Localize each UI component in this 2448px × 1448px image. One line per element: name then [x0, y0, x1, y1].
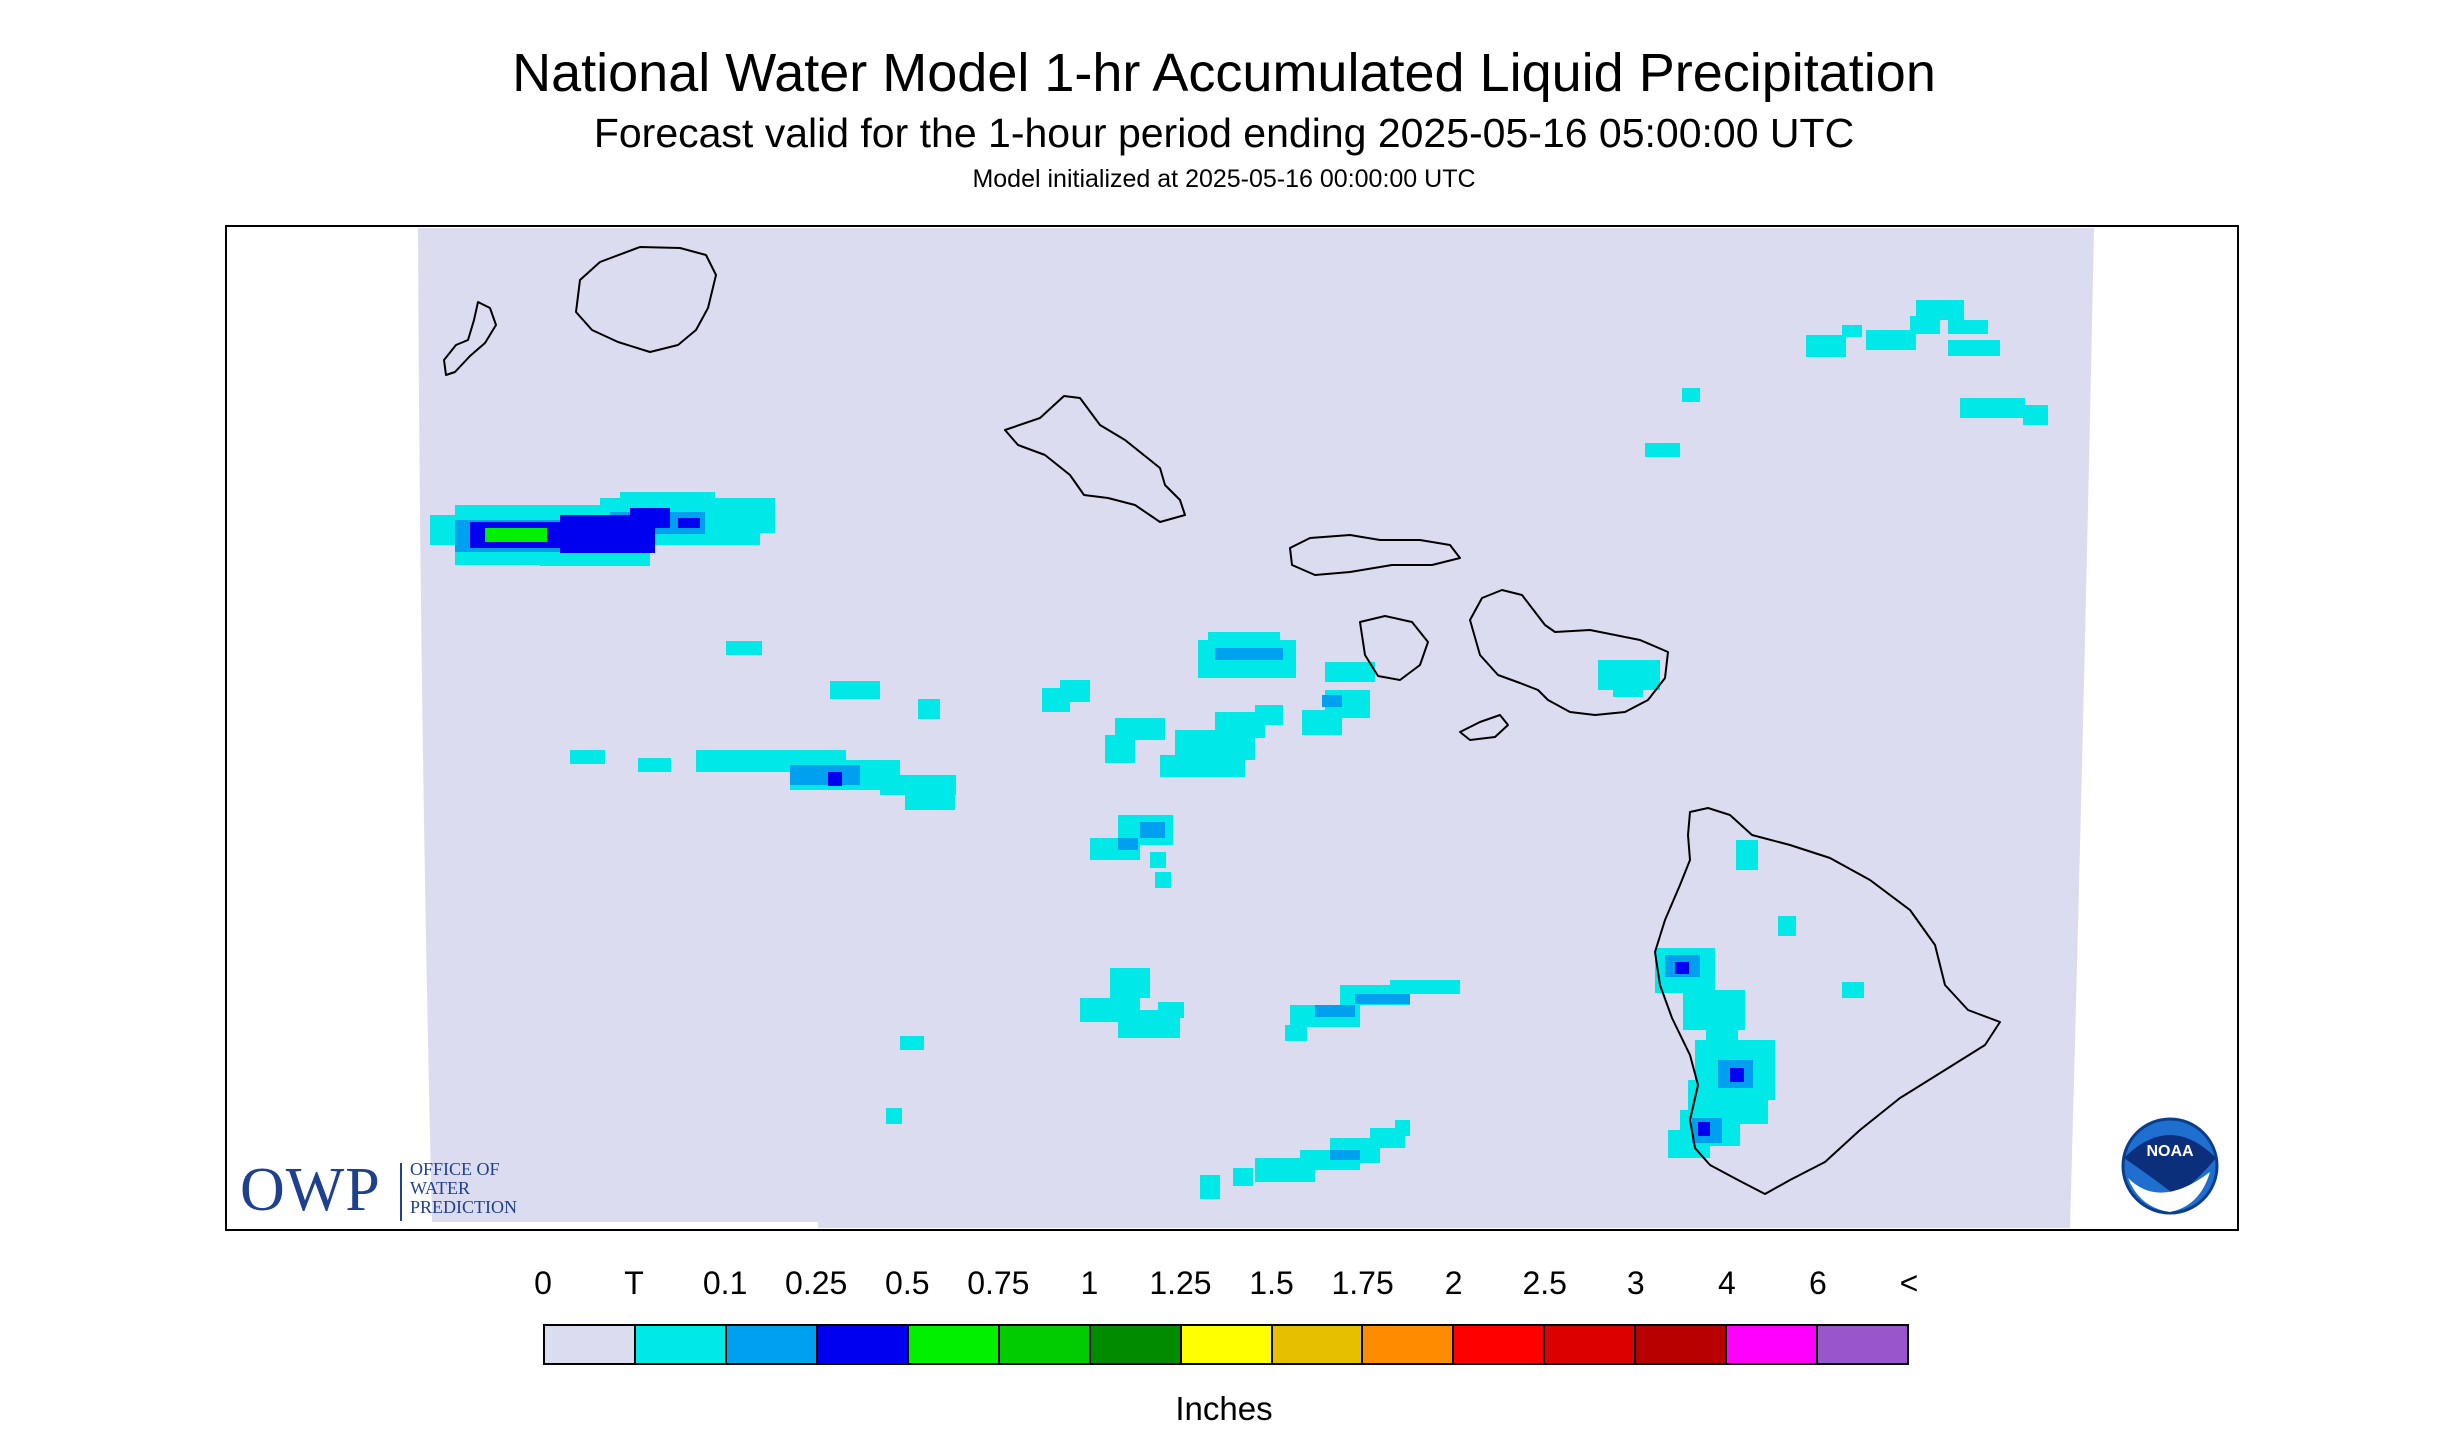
- legend-tick: 1: [1080, 1265, 1099, 1301]
- legend-tick: 1.75: [1331, 1265, 1394, 1301]
- model-init-text: Model initialized at 2025-05-16 00:00:00…: [972, 165, 1476, 193]
- legend-swatch: [1727, 1326, 1819, 1363]
- legend-swatch: [1181, 1326, 1273, 1363]
- legend-tick: <: [1899, 1265, 1919, 1301]
- coastlines: [443, 246, 2001, 1195]
- legend-swatch: [817, 1326, 909, 1363]
- maui-coast: [1469, 589, 1669, 716]
- precip-medium-cells: [470, 508, 1744, 1136]
- map-subtitle: Forecast valid for the 1-hour period end…: [593, 110, 1855, 156]
- legend-swatch: [1454, 1326, 1546, 1363]
- legend-tick: 0.25: [785, 1265, 848, 1301]
- legend-swatch: [545, 1326, 636, 1363]
- legend-swatch: [1363, 1326, 1455, 1363]
- owp-logo-divider: [400, 1163, 402, 1221]
- legend-swatch: [1818, 1326, 1908, 1363]
- legend-swatch: [1636, 1326, 1728, 1363]
- legend-color-bar: [543, 1324, 1909, 1365]
- kauai-coast: [575, 246, 717, 353]
- owp-logo-text: OWP: [240, 1156, 381, 1224]
- legend-tick-labels: 0 T 0.1 0.25 0.5 0.75 1 1.25 1.5 1.75 2 2.5 3 4 6 <: [0, 1265, 2448, 1305]
- legend-tick: 0.75: [967, 1265, 1030, 1301]
- owp-line-1: OFFICE OF: [410, 1159, 500, 1179]
- legend-swatch: [726, 1326, 818, 1363]
- molokai-coast: [1289, 534, 1461, 576]
- legend-tick: 2.5: [1522, 1265, 1567, 1301]
- legend-swatch: [635, 1326, 727, 1363]
- legend-swatch: [999, 1326, 1091, 1363]
- legend-tick: 3: [1626, 1265, 1645, 1301]
- big-island-coast: [1654, 807, 2001, 1195]
- legend-tick: T: [624, 1265, 644, 1301]
- legend-tick: 0: [534, 1265, 552, 1301]
- owp-line-2: WATER: [410, 1178, 470, 1198]
- legend-tick: 0.5: [885, 1265, 930, 1301]
- legend-tick: 1.5: [1249, 1265, 1294, 1301]
- niihau-coast: [443, 301, 497, 376]
- lanai-coast: [1359, 615, 1429, 681]
- legend-units: Inches: [1175, 1390, 1273, 1427]
- legend-swatch: [1090, 1326, 1182, 1363]
- noaa-logo: NOAA: [2121, 1117, 2219, 1215]
- legend-tick: 2: [1444, 1265, 1463, 1301]
- noaa-logo-text: NOAA: [2146, 1143, 2194, 1160]
- owp-line-3: PREDICTION: [410, 1197, 517, 1217]
- legend-tick: 4: [1717, 1265, 1736, 1301]
- legend-tick: 0.1: [702, 1265, 748, 1301]
- oahu-coast: [1004, 395, 1186, 523]
- map-title: National Water Model 1-hr Accumulated Li…: [512, 43, 1936, 103]
- legend-swatch: [908, 1326, 1000, 1363]
- precip-heavy-cells: [485, 528, 547, 542]
- legend-tick: 6: [1809, 1265, 1827, 1301]
- legend-swatch: [1272, 1326, 1364, 1363]
- legend-tick: 1.25: [1149, 1265, 1212, 1301]
- owp-logo-subtext: OFFICE OF WATER PREDICTION: [410, 1160, 517, 1217]
- legend-swatch: [1545, 1326, 1637, 1363]
- kahoolawe-coast: [1459, 714, 1509, 741]
